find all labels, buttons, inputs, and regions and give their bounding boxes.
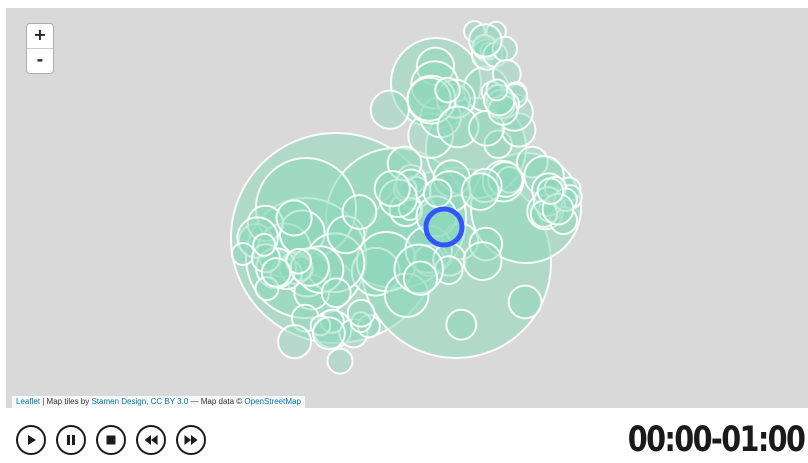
license-link[interactable]: CC BY 3.0: [150, 397, 189, 406]
bubble: [373, 170, 411, 208]
fast-forward-icon: [184, 435, 198, 445]
bubble: [523, 155, 565, 197]
zoom-in-button[interactable]: +: [33, 25, 47, 44]
bubble: [230, 241, 255, 266]
attribution-text: | Map tiles by: [40, 397, 92, 406]
stop-button[interactable]: [96, 425, 126, 455]
map-attribution: Leaflet | Map tiles by Stamen Design, CC…: [12, 396, 305, 408]
bubble: [487, 161, 524, 198]
playback-controls: [16, 425, 206, 455]
bubble: [326, 215, 366, 255]
bubble: [485, 78, 509, 102]
map[interactable]: + - Leaflet | Map tiles by Stamen Design…: [6, 8, 808, 408]
bubble: [422, 178, 453, 209]
bubble: [254, 276, 280, 302]
bubble: [491, 35, 519, 63]
bubble: [402, 260, 439, 296]
bubble: [309, 314, 332, 337]
bubble: [252, 232, 277, 257]
stop-icon: [106, 435, 116, 445]
bubble: [468, 226, 504, 262]
pause-icon: [67, 435, 75, 445]
bubble: [319, 308, 345, 334]
bubble: [468, 109, 505, 147]
bubble: [541, 192, 575, 226]
bubble: [507, 284, 543, 320]
leaflet-link[interactable]: Leaflet: [16, 397, 41, 406]
rewind-button[interactable]: [136, 425, 166, 455]
pause-button[interactable]: [56, 425, 86, 455]
bubble: [341, 194, 378, 230]
osm-link[interactable]: OpenStreetMap: [244, 397, 301, 406]
bubble: [406, 76, 452, 122]
bubble: [246, 204, 284, 243]
bubble: [346, 298, 376, 328]
bubble: [393, 243, 444, 295]
bubble: [445, 308, 478, 341]
zoom-out-button[interactable]: -: [27, 48, 53, 73]
zoom-control: + -: [27, 24, 53, 73]
bubble: [383, 272, 430, 319]
stamen-link[interactable]: Stamen Design: [91, 397, 147, 406]
play-icon: [28, 435, 36, 445]
bubble: [460, 172, 500, 211]
play-button[interactable]: [16, 425, 46, 455]
bubble: [470, 38, 503, 71]
time-range-display: 00:00-01:00: [627, 420, 805, 460]
bubble: [277, 324, 313, 360]
bubble: [275, 199, 313, 237]
bubble: [462, 241, 503, 282]
bubble: [434, 76, 461, 104]
bubble: [260, 257, 292, 288]
bubble: [326, 347, 354, 375]
bubble: [304, 232, 366, 294]
bubble: [378, 178, 418, 219]
bubble: [236, 216, 279, 259]
bubble: [369, 89, 410, 130]
bubble: [436, 105, 480, 149]
rewind-icon: [144, 435, 158, 445]
bubble: [536, 177, 565, 205]
bubble: [312, 316, 346, 351]
bubble-layer: [230, 20, 583, 375]
attribution-text: — Map data ©: [188, 397, 245, 406]
bubble: [468, 23, 503, 58]
highlighted-marker[interactable]: [423, 206, 465, 248]
attribution-text: ,: [146, 397, 151, 406]
fast-forward-button[interactable]: [176, 425, 206, 455]
bubble: [320, 277, 352, 309]
